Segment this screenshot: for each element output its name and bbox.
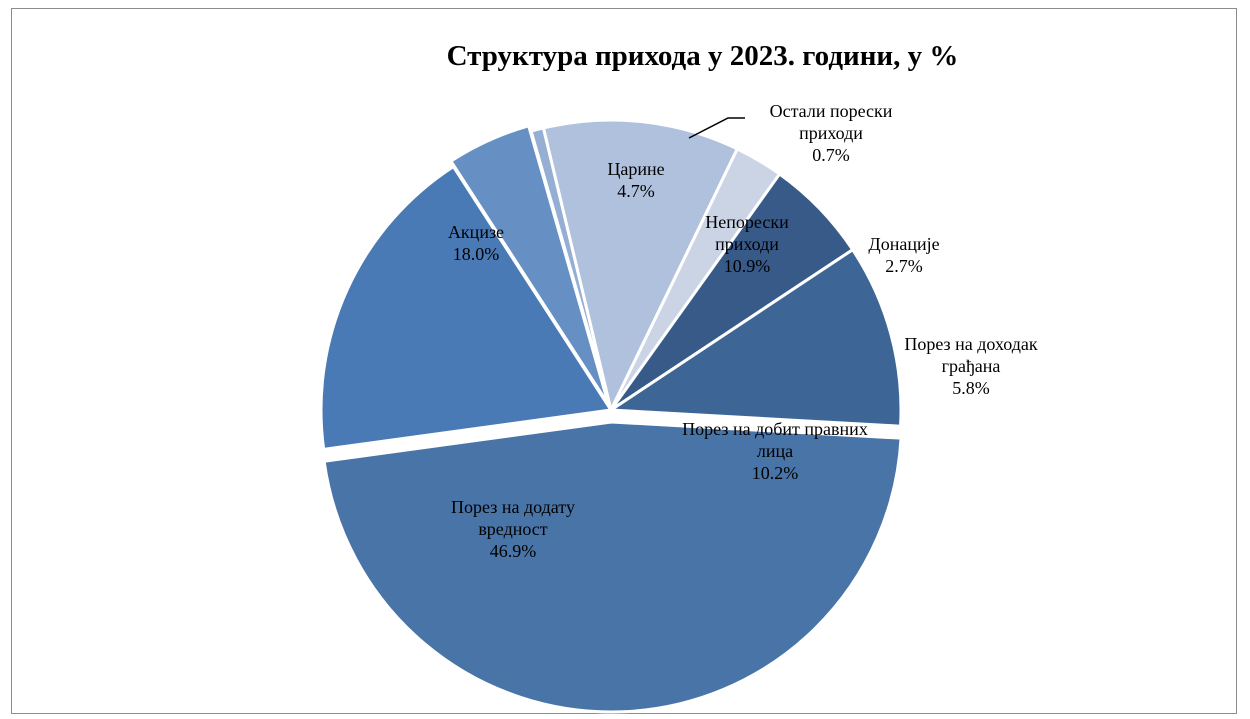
pie-slice	[541, 118, 740, 415]
pie-slice	[322, 420, 903, 714]
leader-line	[688, 117, 745, 139]
slice-label: Царине 4.7%	[607, 159, 664, 201]
slice-label: Донације 2.7%	[868, 234, 939, 276]
chart-title: Структура прихода у 2023. години, у %	[446, 40, 959, 72]
slice-label: Порез на добит правних лица 10.2%	[682, 419, 868, 483]
slice-label: Непорески приходи 10.9%	[705, 212, 789, 276]
pie-slice	[606, 247, 903, 428]
slice-label: Остали порески приходи 0.7%	[770, 101, 893, 165]
slice-label: Порез на додату вредност 46.9%	[451, 497, 575, 561]
slice-label: Акцизе 18.0%	[448, 222, 504, 264]
pie-slice	[319, 164, 614, 452]
pie-slice	[448, 123, 610, 406]
slice-label: Порез на доходак грађана 5.8%	[904, 334, 1038, 398]
